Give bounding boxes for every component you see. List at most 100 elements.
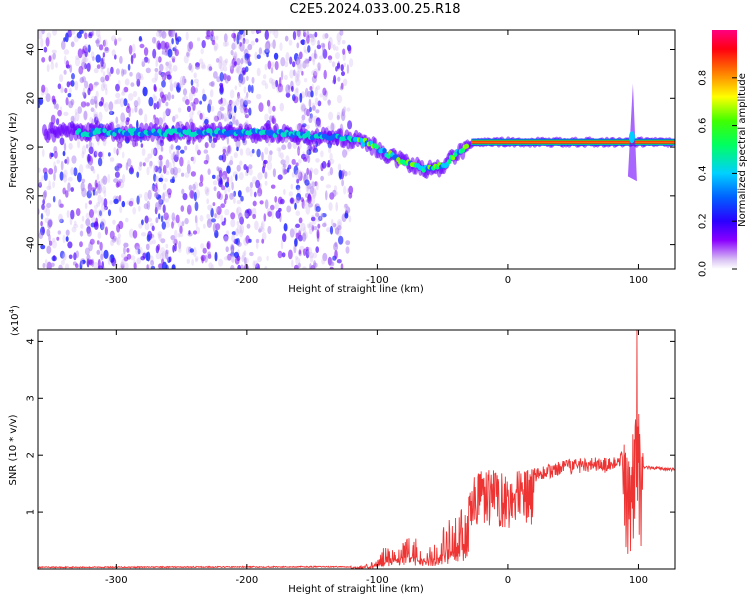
heatmap-cell bbox=[239, 64, 243, 70]
heatmap-cell bbox=[471, 141, 675, 143]
heatmap-cell bbox=[96, 249, 101, 255]
heatmap-cell bbox=[307, 247, 313, 256]
heatmap-cell bbox=[261, 80, 267, 86]
heatmap-cell bbox=[304, 172, 309, 181]
heatmap-cell bbox=[257, 192, 261, 197]
heatmap-cell bbox=[275, 79, 279, 88]
heatmap-cell bbox=[293, 95, 299, 104]
heatmap-cell bbox=[91, 30, 95, 37]
heatmap-cell bbox=[206, 213, 210, 219]
heatmap-cell bbox=[321, 213, 327, 218]
heatmap-cell bbox=[159, 87, 163, 93]
heatmap-cell bbox=[133, 100, 139, 108]
heatmap-cell bbox=[221, 152, 227, 163]
heatmap-cell bbox=[280, 70, 284, 81]
heatmap-cell bbox=[341, 40, 346, 45]
heatmap-cell bbox=[235, 68, 240, 74]
heatmap-cell bbox=[294, 88, 299, 98]
heatmap-cell bbox=[122, 89, 125, 94]
heatmap-cell bbox=[97, 180, 101, 191]
heatmap-cell bbox=[108, 152, 111, 157]
heatmap-cell bbox=[317, 223, 321, 229]
heatmap-cell bbox=[63, 49, 70, 55]
heatmap-cell bbox=[212, 174, 216, 179]
heatmap-cell bbox=[245, 147, 251, 156]
heatmap-cell bbox=[258, 102, 264, 113]
heatmap-cell bbox=[222, 170, 228, 180]
heatmap-cell bbox=[327, 256, 332, 266]
heatmap-cell bbox=[274, 60, 279, 71]
heatmap-cell bbox=[121, 68, 125, 77]
heatmap-cell bbox=[82, 91, 86, 97]
heatmap-cell bbox=[321, 161, 327, 169]
heatmap-cell bbox=[75, 263, 79, 269]
heatmap-cell bbox=[198, 182, 204, 187]
heatmap-cell bbox=[58, 264, 63, 269]
heatmap-cell bbox=[291, 85, 294, 92]
heatmap-cell bbox=[89, 238, 95, 245]
heatmap-cell bbox=[50, 262, 55, 267]
heatmap-cell bbox=[201, 64, 207, 70]
heatmap-cell bbox=[38, 179, 43, 186]
heatmap-cell bbox=[201, 61, 206, 69]
heatmap-cell bbox=[107, 209, 112, 217]
heatmap-cell bbox=[95, 54, 101, 63]
heatmap-cell bbox=[169, 82, 174, 92]
heatmap-cell bbox=[255, 263, 260, 269]
heatmap-cell bbox=[80, 260, 84, 266]
heatmap-cell bbox=[315, 246, 320, 254]
heatmap-cell bbox=[95, 39, 100, 44]
heatmap-cell bbox=[306, 146, 310, 157]
heatmap-ytick-label: 0 bbox=[26, 144, 37, 150]
heatmap-cell bbox=[90, 217, 97, 223]
heatmap-cell bbox=[46, 261, 52, 269]
heatmap-cell bbox=[316, 44, 322, 50]
heatmap-cell bbox=[309, 263, 312, 269]
heatmap-cell bbox=[195, 144, 199, 153]
heatmap-cell bbox=[251, 148, 255, 154]
heatmap-cell bbox=[210, 207, 214, 218]
heatmap-cell bbox=[70, 115, 75, 123]
heatmap-cell bbox=[65, 32, 69, 43]
heatmap-cell bbox=[222, 41, 228, 47]
heatmap-cell bbox=[303, 40, 308, 46]
heatmap-cell bbox=[309, 33, 313, 38]
snr-ytick-label: 3 bbox=[26, 395, 37, 401]
heatmap-cell bbox=[247, 43, 253, 51]
heatmap-cell bbox=[102, 175, 108, 185]
heatmap-cell bbox=[141, 58, 146, 66]
heatmap-cell bbox=[67, 177, 73, 182]
heatmap-cell bbox=[244, 95, 249, 106]
heatmap-cell bbox=[221, 98, 227, 107]
heatmap-cell bbox=[66, 156, 70, 165]
heatmap-cell bbox=[46, 245, 52, 254]
heatmap-cell bbox=[286, 167, 290, 173]
heatmap-cell bbox=[293, 53, 299, 62]
heatmap-cell bbox=[264, 113, 269, 122]
heatmap-cell bbox=[295, 255, 298, 260]
heatmap-cell bbox=[109, 157, 115, 162]
heatmap-cell bbox=[306, 130, 311, 136]
heatmap-cell bbox=[92, 189, 96, 196]
heatmap-cell bbox=[148, 96, 154, 107]
heatmap-cell bbox=[246, 166, 249, 174]
heatmap-cell bbox=[277, 174, 283, 180]
heatmap-cell bbox=[249, 251, 254, 257]
heatmap-cell bbox=[192, 156, 196, 165]
heatmap-cell bbox=[241, 40, 246, 46]
heatmap-cell bbox=[270, 184, 276, 189]
heatmap-cell bbox=[181, 172, 185, 177]
heatmap-cell bbox=[62, 150, 66, 157]
heatmap-cell bbox=[273, 30, 279, 39]
heatmap-cell bbox=[294, 73, 298, 83]
heatmap-cell bbox=[149, 162, 153, 169]
heatmap-cell bbox=[233, 51, 237, 61]
heatmap-cell bbox=[240, 58, 244, 65]
heatmap-cell bbox=[267, 225, 272, 235]
heatmap-cell bbox=[136, 171, 140, 178]
heatmap-cell bbox=[124, 262, 129, 269]
heatmap-cell bbox=[315, 109, 320, 114]
heatmap-cell bbox=[182, 193, 188, 201]
heatmap-cell bbox=[293, 244, 297, 254]
heatmap-cell bbox=[230, 100, 235, 107]
